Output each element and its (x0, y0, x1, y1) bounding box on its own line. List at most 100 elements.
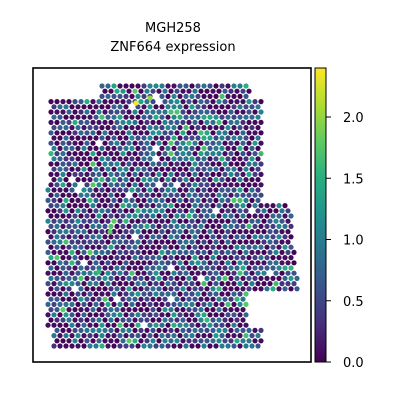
spot-point (78, 171, 84, 177)
spot-point (63, 343, 69, 349)
spot-point (198, 317, 204, 323)
spot-point (111, 322, 117, 328)
spot-point (111, 249, 117, 255)
spot-point (45, 187, 51, 193)
spot-point (219, 156, 225, 162)
spot-point (129, 333, 135, 339)
spot-point (126, 119, 132, 125)
spot-point (195, 125, 201, 131)
spot-point (96, 327, 102, 333)
spot-point (60, 192, 66, 198)
spot-point (108, 161, 114, 167)
spot-point (273, 218, 279, 224)
spot-point (159, 166, 165, 172)
spot-point (216, 161, 222, 167)
spot-point-high (133, 100, 139, 106)
spot-point (207, 229, 213, 235)
spot-point (231, 291, 237, 297)
spot-point (204, 338, 210, 344)
spot-point (105, 83, 111, 89)
spot-point (132, 265, 138, 271)
spot-point (129, 343, 135, 349)
spot-point (213, 197, 219, 203)
spot-point (174, 109, 180, 115)
spot-point (198, 171, 204, 177)
spot-point (243, 93, 249, 99)
spot-point (285, 270, 291, 276)
spot-point (276, 223, 282, 229)
spot-point (138, 296, 144, 302)
spot-point (234, 265, 240, 271)
spot-point (234, 192, 240, 198)
spot-point (48, 307, 54, 313)
spot-point (144, 234, 150, 240)
spot-point (195, 208, 201, 214)
spot-point (96, 223, 102, 229)
spot-point (165, 291, 171, 297)
spot-point (228, 234, 234, 240)
spot-point (132, 192, 138, 198)
spot-point (132, 338, 138, 344)
spot-point (81, 114, 87, 120)
spot-point (111, 104, 117, 110)
spot-point (147, 156, 153, 162)
spot-point (267, 218, 273, 224)
spot-point (234, 151, 240, 157)
spot-point (228, 140, 234, 146)
spot-point (192, 234, 198, 240)
spot-point (207, 333, 213, 339)
spot-point (57, 229, 63, 235)
spot-point (117, 281, 123, 287)
spot-point (243, 218, 249, 224)
spot-point (231, 135, 237, 141)
spot-point (270, 255, 276, 261)
spot-point (207, 249, 213, 255)
spot-point (156, 307, 162, 313)
spot-point (222, 327, 228, 333)
spot-point (243, 145, 249, 151)
spot-point (141, 291, 147, 297)
spot-point (198, 99, 204, 105)
spot-point (159, 114, 165, 120)
spot-point (267, 208, 273, 214)
spot-point (207, 208, 213, 214)
spot-point (57, 145, 63, 151)
spot-point (87, 322, 93, 328)
spot-point (48, 171, 54, 177)
spot-point (120, 119, 126, 125)
spot-point (96, 151, 102, 157)
spot-point (240, 171, 246, 177)
spot-point (228, 119, 234, 125)
spot-point (225, 249, 231, 255)
spot-point (180, 109, 186, 115)
spot-point (135, 135, 141, 141)
spot-point (75, 114, 81, 120)
spot-point (135, 312, 141, 318)
spot-point (168, 213, 174, 219)
spot-point (183, 281, 189, 287)
spot-point (135, 343, 141, 349)
spot-point (249, 281, 255, 287)
spot-point (171, 229, 177, 235)
spot-point (174, 307, 180, 313)
spot-point (117, 83, 123, 89)
spot-point (210, 213, 216, 219)
spot-point (75, 197, 81, 203)
spot-point (84, 317, 90, 323)
spot-point (135, 166, 141, 172)
spot-point (126, 234, 132, 240)
spot-point (213, 83, 219, 89)
spot-point (204, 203, 210, 209)
spot-point (84, 203, 90, 209)
spot-point (123, 208, 129, 214)
spot-point (144, 286, 150, 292)
spot-point (240, 286, 246, 292)
spot-point (63, 270, 69, 276)
spot-point (117, 177, 123, 183)
colorbar-tick-label: 2.0 (343, 111, 364, 126)
spot-point (186, 265, 192, 271)
spot-point (243, 229, 249, 235)
spot-point (177, 260, 183, 266)
spot-point (183, 166, 189, 172)
spot-point (261, 249, 267, 255)
